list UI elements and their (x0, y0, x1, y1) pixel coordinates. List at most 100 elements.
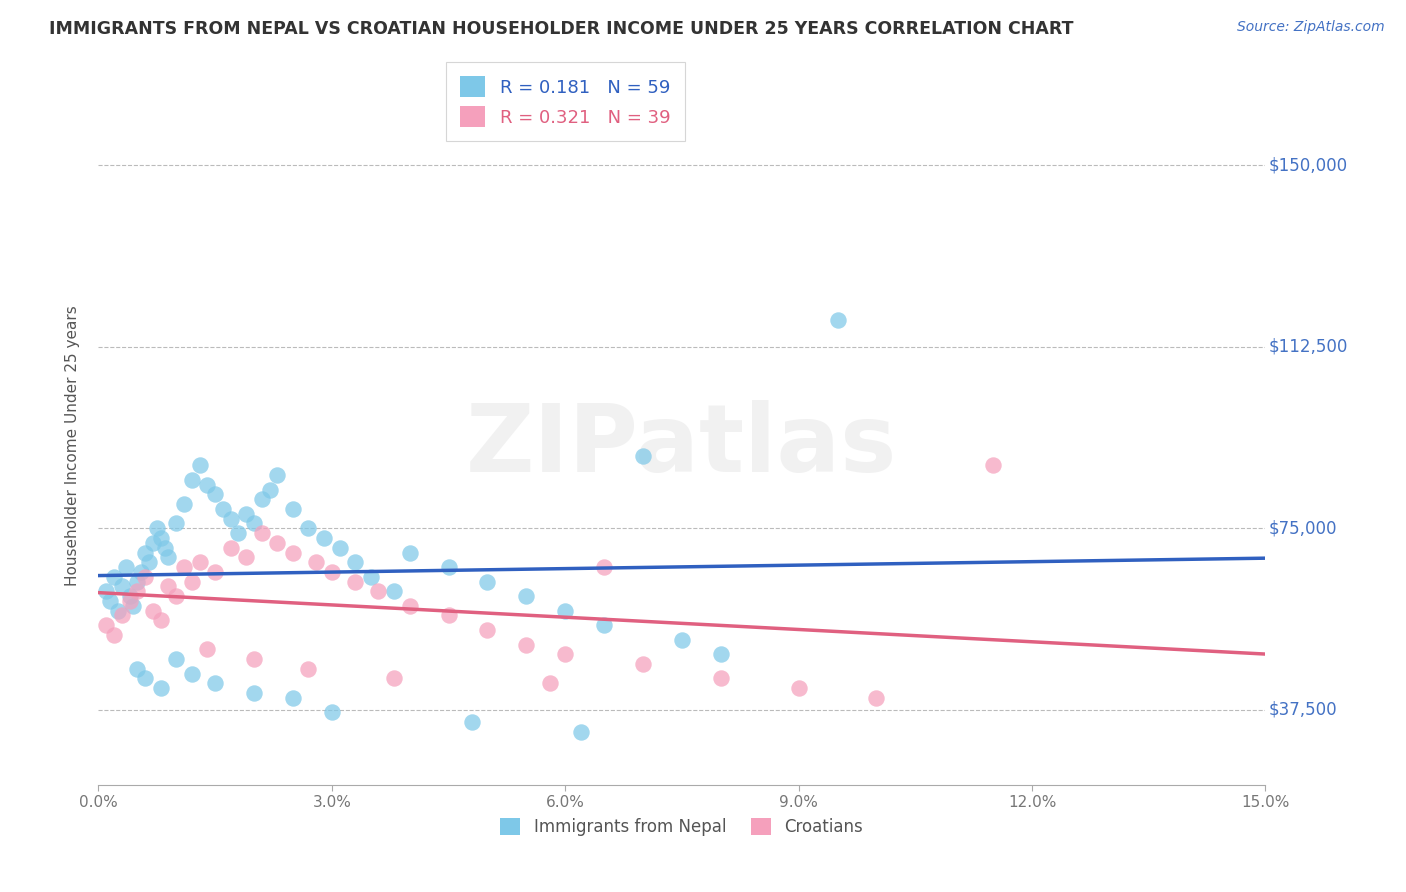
Point (671, 632, 693, 647)
Text: $150,000: $150,000 (1268, 156, 1348, 174)
Point (477, 574, 499, 589)
Point (111, 608, 134, 623)
Point (281, 502, 304, 516)
Text: $75,000: $75,000 (1268, 519, 1337, 537)
Point (243, 686, 266, 700)
Point (195, 642, 218, 657)
Point (157, 550, 180, 565)
Point (173, 560, 195, 574)
Text: IMMIGRANTS FROM NEPAL VS CROATIAN HOUSEHOLDER INCOME UNDER 25 YEARS CORRELATION : IMMIGRANTS FROM NEPAL VS CROATIAN HOUSEH… (49, 20, 1074, 37)
Point (981, 458, 1004, 473)
Point (266, 468, 288, 483)
Point (382, 672, 405, 686)
Point (204, 565, 226, 579)
Point (569, 724, 592, 739)
Text: Source: ZipAtlas.com: Source: ZipAtlas.com (1237, 20, 1385, 34)
Point (180, 473, 202, 487)
Point (142, 536, 165, 550)
Point (250, 526, 273, 541)
Point (107, 604, 129, 618)
Point (96, 584, 118, 599)
Point (212, 502, 235, 516)
Point (437, 560, 460, 574)
Point (305, 555, 328, 569)
Point (787, 681, 810, 695)
Point (250, 492, 273, 507)
Point (134, 672, 156, 686)
Point (827, 313, 849, 327)
Point (437, 608, 460, 623)
Point (538, 676, 561, 690)
Point (195, 477, 218, 491)
Point (188, 555, 211, 569)
Point (243, 652, 266, 666)
Point (149, 613, 172, 627)
Point (266, 536, 288, 550)
Point (138, 555, 160, 569)
Point (219, 511, 242, 525)
Point (146, 521, 169, 535)
Point (219, 541, 242, 555)
Point (710, 647, 733, 661)
Point (398, 545, 420, 559)
Point (515, 589, 537, 603)
Point (710, 672, 733, 686)
Point (344, 555, 367, 569)
Point (180, 666, 202, 681)
Point (515, 638, 537, 652)
Point (149, 531, 172, 545)
Point (127, 662, 149, 676)
Point (165, 652, 187, 666)
Point (127, 584, 149, 599)
Point (134, 545, 156, 559)
Point (114, 560, 136, 574)
Point (382, 584, 405, 599)
Text: ZIPatlas: ZIPatlas (467, 400, 897, 492)
Point (344, 574, 367, 589)
Point (243, 516, 266, 531)
Point (477, 623, 499, 637)
Point (122, 599, 145, 613)
Point (554, 604, 576, 618)
Point (204, 676, 226, 690)
Point (461, 714, 484, 729)
Point (188, 458, 211, 473)
Point (235, 550, 257, 565)
Point (593, 618, 616, 632)
Point (367, 584, 389, 599)
Point (631, 657, 654, 671)
Text: $112,500: $112,500 (1268, 338, 1348, 356)
Point (165, 589, 187, 603)
Point (142, 604, 165, 618)
Point (235, 507, 257, 521)
Y-axis label: Householder Income Under 25 years: Householder Income Under 25 years (65, 306, 80, 586)
Legend: Immigrants from Nepal, Croatians: Immigrants from Nepal, Croatians (492, 810, 872, 845)
Point (118, 594, 141, 608)
Point (96, 618, 118, 632)
Point (149, 681, 172, 695)
Point (180, 574, 202, 589)
Point (165, 516, 187, 531)
Point (259, 483, 281, 497)
Point (281, 690, 304, 705)
Point (631, 449, 654, 463)
Point (865, 690, 887, 705)
Point (134, 570, 156, 584)
Point (204, 487, 226, 501)
Point (127, 574, 149, 589)
Text: $37,500: $37,500 (1268, 701, 1337, 719)
Point (228, 526, 250, 541)
Point (111, 579, 134, 593)
Point (321, 565, 343, 579)
Point (103, 570, 125, 584)
Point (173, 497, 195, 511)
Point (98, 594, 121, 608)
Point (297, 521, 319, 535)
Point (129, 565, 152, 579)
Point (398, 599, 420, 613)
Point (329, 541, 352, 555)
Point (360, 570, 382, 584)
Point (103, 628, 125, 642)
Point (312, 531, 335, 545)
Point (554, 647, 576, 661)
